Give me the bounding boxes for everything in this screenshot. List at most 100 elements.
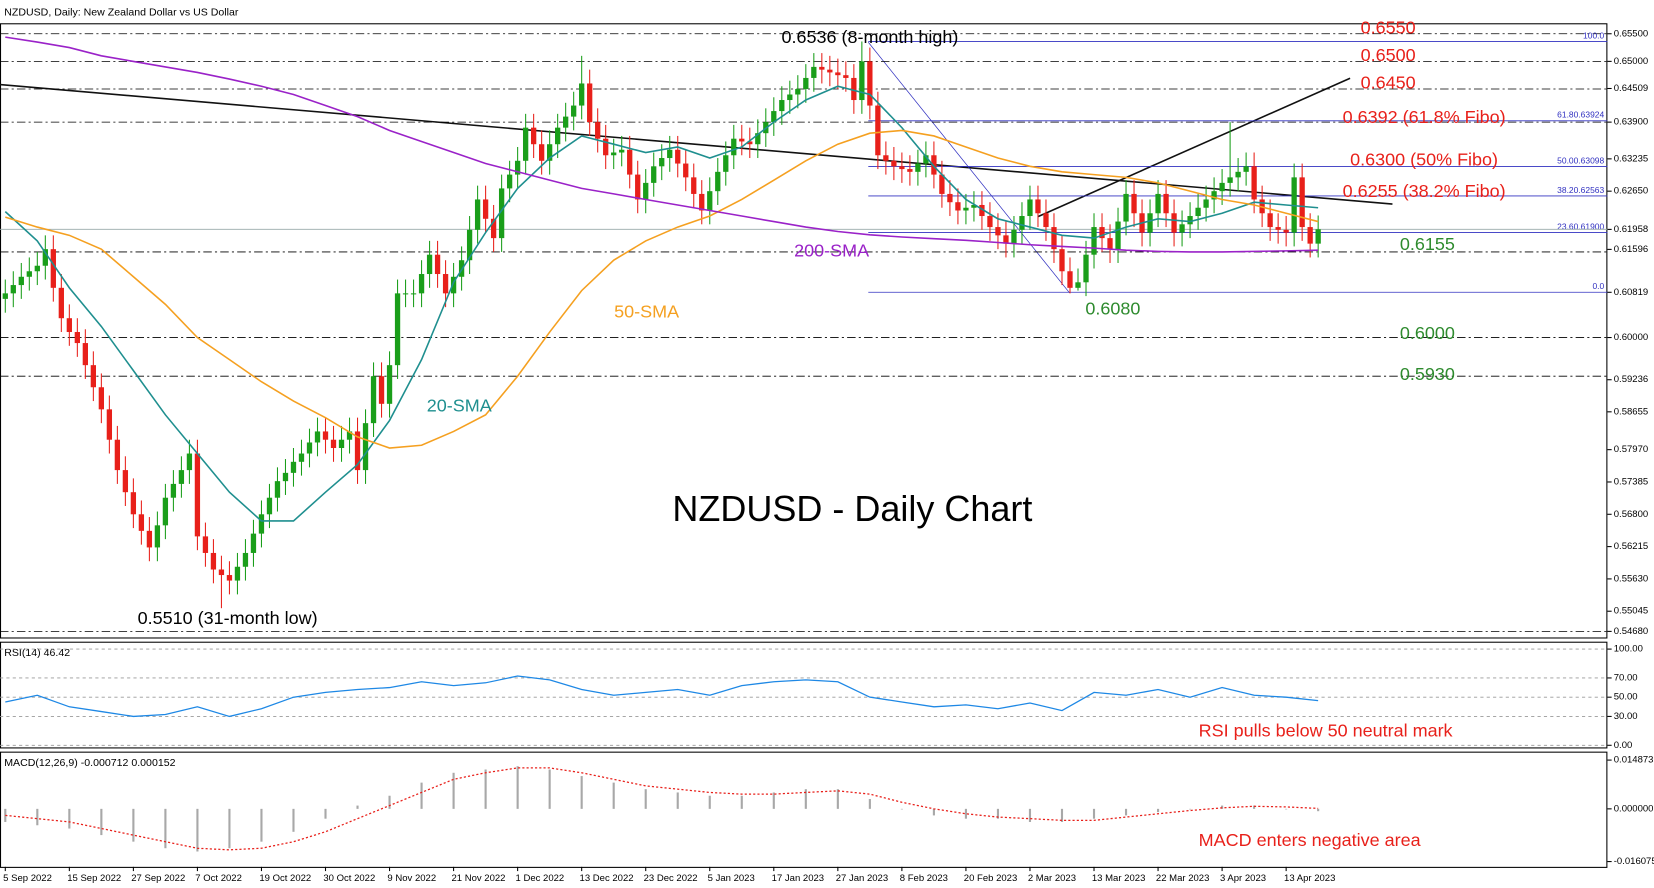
candle-body <box>1147 213 1153 233</box>
macd-bar <box>1317 808 1320 812</box>
candle-body <box>218 569 225 576</box>
candle-body <box>835 72 841 76</box>
candle-body <box>82 343 88 366</box>
macd-title: MACD(12,26,9) -0.000712 0.000152 <box>4 757 175 769</box>
y-tick-label: 0.60000 <box>1614 332 1648 343</box>
candle-body <box>611 152 617 156</box>
candle-body <box>394 293 401 366</box>
x-tick-label: 2 Mar 2023 <box>1028 873 1076 884</box>
line <box>5 36 1319 253</box>
fibo-diagonal <box>868 42 1070 294</box>
macd-bar <box>676 792 679 809</box>
y-tick-label: 0.00 <box>1614 740 1633 751</box>
y-tick-label: 50.00 <box>1614 692 1638 703</box>
candle-body <box>226 575 233 581</box>
candle-body <box>907 169 913 172</box>
x-tick-label: 3 Apr 2023 <box>1220 873 1266 884</box>
macd-bar <box>708 795 711 809</box>
macd-bar <box>324 808 327 819</box>
candle-body <box>266 497 273 515</box>
candle-body <box>795 88 801 95</box>
fibo-label: 23.60.61900 <box>1557 222 1604 232</box>
candle-body <box>851 77 857 101</box>
candle-body <box>739 138 745 142</box>
x-tick-label: 15 Sep 2022 <box>67 873 121 884</box>
candle-body <box>250 533 257 553</box>
x-tick-label: 20 Feb 2023 <box>964 873 1017 884</box>
candle-body <box>178 470 185 484</box>
x-tick-label: 21 Nov 2022 <box>451 873 505 884</box>
macd-bar <box>516 766 519 809</box>
candle-body <box>931 155 937 175</box>
candle-body <box>26 271 32 277</box>
series-label: 200-SMA <box>794 240 869 260</box>
candle-body <box>1227 177 1233 183</box>
candle-body <box>1043 213 1049 228</box>
candle-body <box>587 83 593 123</box>
x-tick-label: 13 Dec 2022 <box>580 873 634 884</box>
candle-body <box>1059 249 1065 272</box>
candle-body <box>939 174 945 194</box>
candle-body <box>1075 282 1081 288</box>
macd-bar <box>196 808 199 852</box>
chart-subtitle: NZDUSD, Daily: New Zealand Dollar vs US … <box>4 6 239 18</box>
x-tick-label: 8 Feb 2023 <box>900 873 948 884</box>
macd-bar <box>996 808 1000 819</box>
macd-bar <box>1285 808 1288 810</box>
y-tick-label: 0.56215 <box>1614 541 1648 552</box>
candle-body <box>234 566 241 581</box>
macd-bar <box>420 782 423 809</box>
macd-bar <box>548 769 551 809</box>
y-tick-label: 100.00 <box>1614 644 1643 655</box>
candle-body <box>1267 213 1273 228</box>
candle-body <box>146 530 153 548</box>
candle-body <box>514 160 521 175</box>
candle-body <box>555 127 561 145</box>
candle-body <box>1003 235 1009 244</box>
annotation: 0.5930 <box>1400 364 1455 384</box>
annotation: 0.6500 <box>1361 45 1416 65</box>
x-tick-label: 27 Jan 2023 <box>836 873 888 884</box>
candle-body <box>1019 216 1025 230</box>
candle-body <box>66 318 72 333</box>
line <box>5 675 1319 718</box>
candle-body <box>114 439 121 471</box>
macd-bar <box>1189 808 1192 810</box>
y-tick-label: 0.63235 <box>1614 153 1648 164</box>
series-label: 50-SMA <box>614 302 679 322</box>
candle-body <box>242 552 249 567</box>
candle-body <box>691 177 697 194</box>
candle-body <box>771 111 777 123</box>
candle-body <box>539 144 545 161</box>
candle-body <box>522 127 529 161</box>
candle-body <box>18 276 24 286</box>
candle-body <box>402 293 409 295</box>
candle-body <box>330 439 337 449</box>
candle-body <box>410 293 417 295</box>
macd-bar <box>292 808 295 832</box>
macd-bar <box>836 789 839 809</box>
candle-body <box>923 155 929 164</box>
candle-body <box>386 365 393 404</box>
macd-bar <box>1028 808 1032 822</box>
candle-body <box>530 127 537 145</box>
candle-body <box>1283 229 1289 233</box>
x-tick-label: 17 Jan 2023 <box>772 873 824 884</box>
candle-body <box>1035 199 1041 214</box>
y-tick-label: 0.57970 <box>1614 444 1648 455</box>
candle-body <box>258 514 265 534</box>
candle-body <box>1315 229 1321 244</box>
candle-body <box>787 94 793 101</box>
candle-body <box>274 481 281 498</box>
candle-body <box>819 66 825 70</box>
fibo-label: 100.0 <box>1583 30 1604 40</box>
y-tick-label: -0.016075 <box>1614 856 1654 867</box>
candle-body <box>563 116 569 128</box>
candle-body <box>827 69 833 73</box>
candle-body <box>955 202 961 211</box>
candle-body <box>362 423 369 471</box>
candle-body <box>683 163 689 178</box>
y-tick-label: 0.65500 <box>1614 28 1648 39</box>
candle-body <box>995 227 1001 236</box>
annotation: 0.6536 (8-month high) <box>781 27 958 47</box>
